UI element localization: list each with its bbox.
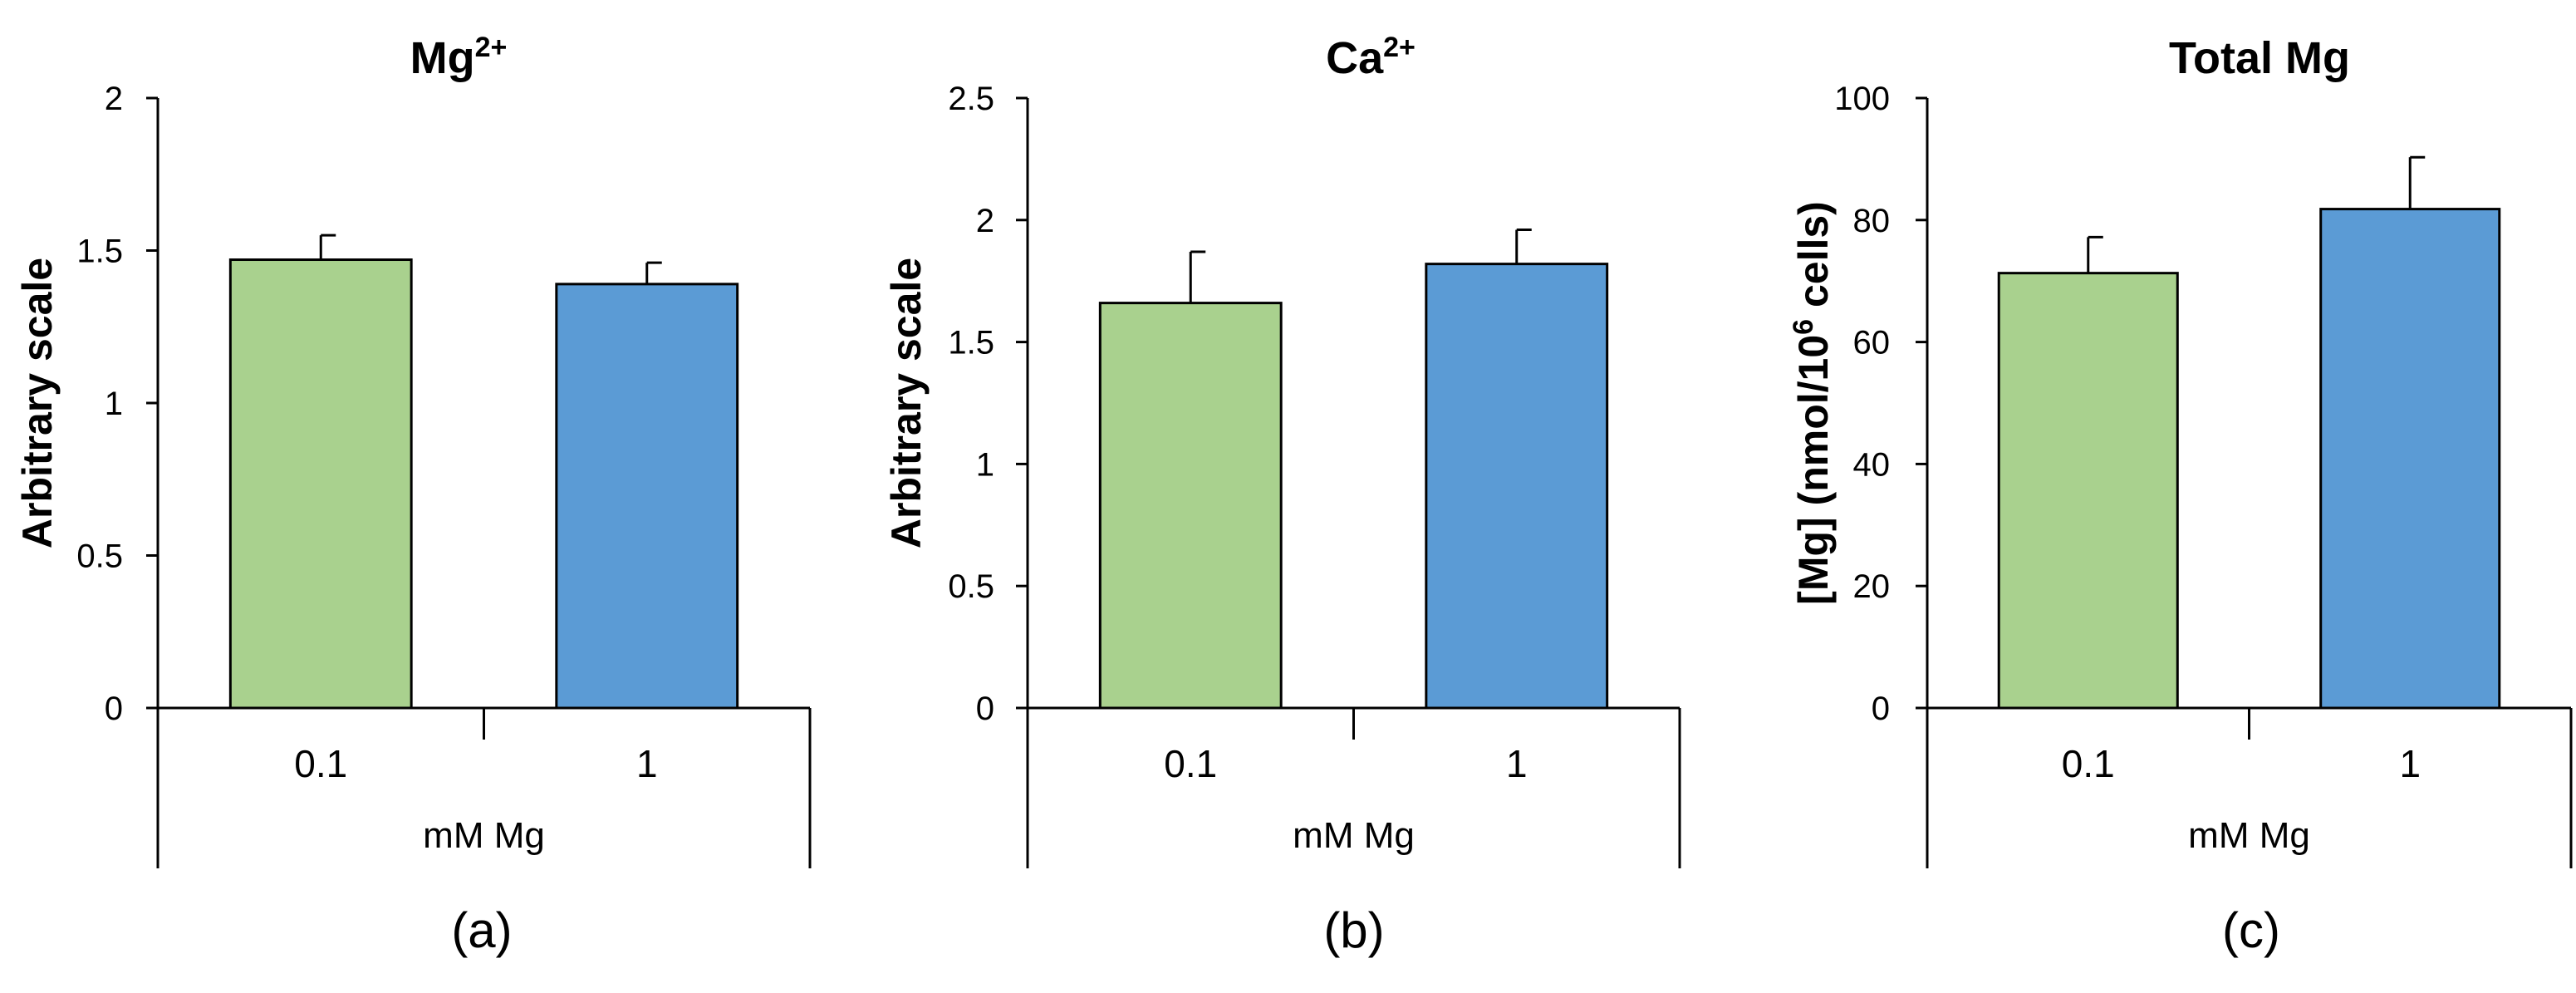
bar-1 (2319, 208, 2501, 710)
y-axis-title-text: Arbitrary scale (883, 258, 930, 548)
bar-0.1 (228, 258, 413, 710)
x-category-label: 0.1 (2062, 742, 2115, 785)
y-tick-label: 1 (105, 386, 123, 422)
bar-1 (555, 283, 739, 710)
chart-title-superscript: 2+ (1383, 32, 1416, 63)
y-axis-title-text: [Mg] (nmol/10 (1790, 335, 1837, 605)
panel-label: (a) (451, 902, 512, 958)
chart-title: Total Mg (2169, 33, 2350, 83)
x-axis-title: mM Mg (2188, 815, 2310, 856)
chart-panel-3: Total Mg[Mg] (nmol/106 cells)02040608010… (1788, 33, 2573, 958)
chart-title-text: Total Mg (2169, 33, 2350, 83)
x-axis-title: mM Mg (423, 815, 545, 856)
y-tick-label: 0 (1872, 691, 1890, 727)
y-axis-title: [Mg] (nmol/106 cells) (1788, 201, 1837, 605)
y-tick-label: 20 (1853, 568, 1891, 605)
chart-title-superscript: 2+ (475, 32, 508, 63)
y-tick-label: 1.5 (76, 234, 123, 270)
y-tick-label: 2.5 (948, 81, 994, 117)
chart-title: Ca2+ (1326, 32, 1416, 83)
panel-label: (b) (1323, 902, 1384, 958)
x-category-label: 1 (1506, 742, 1528, 785)
y-axis-title: Arbitrary scale (883, 258, 930, 548)
y-tick-label: 0 (976, 691, 994, 727)
y-axis-title: Arbitrary scale (14, 258, 61, 548)
y-tick-label: 2 (105, 81, 123, 117)
x-category-label: 0.1 (294, 742, 347, 785)
panel-label: (c) (2222, 902, 2280, 958)
x-category-label: 1 (2399, 742, 2421, 785)
bar-1 (1425, 263, 1609, 710)
chart-title-text: Ca (1326, 33, 1384, 83)
y-tick-label: 1 (976, 446, 994, 483)
bar-0.1 (1098, 302, 1283, 710)
x-category-label: 0.1 (1164, 742, 1217, 785)
y-tick-label: 60 (1853, 325, 1891, 361)
x-category-label: 1 (636, 742, 658, 785)
y-tick-label: 1.5 (948, 325, 994, 361)
x-axis-title: mM Mg (1293, 815, 1415, 856)
y-tick-label: 40 (1853, 446, 1891, 483)
y-axis-title-text: Arbitrary scale (14, 258, 61, 548)
y-axis-title-suffix: cells) (1790, 201, 1837, 319)
y-tick-label: 0.5 (948, 568, 994, 605)
chart-title-text: Mg (410, 33, 475, 83)
y-tick-label: 100 (1834, 81, 1890, 117)
y-tick-label: 2 (976, 203, 994, 239)
y-tick-label: 0.5 (76, 538, 123, 575)
chart-title: Mg2+ (410, 32, 508, 83)
y-tick-label: 80 (1853, 203, 1891, 239)
bar-0.1 (1997, 272, 2179, 710)
chart-panel-2: Ca2+ Arbitrary scale 0 0.5 1 1.5 2 2.5 0.1 1 mM Mg… (883, 32, 1681, 958)
y-tick-label: 0 (105, 691, 123, 727)
chart-panel-1: Mg2+ Arbitrary scale 0 0.5 1 1.5 2 0.1 1 mM Mg (a) (14, 32, 812, 958)
y-axis-title-superscript: 6 (1788, 319, 1819, 335)
